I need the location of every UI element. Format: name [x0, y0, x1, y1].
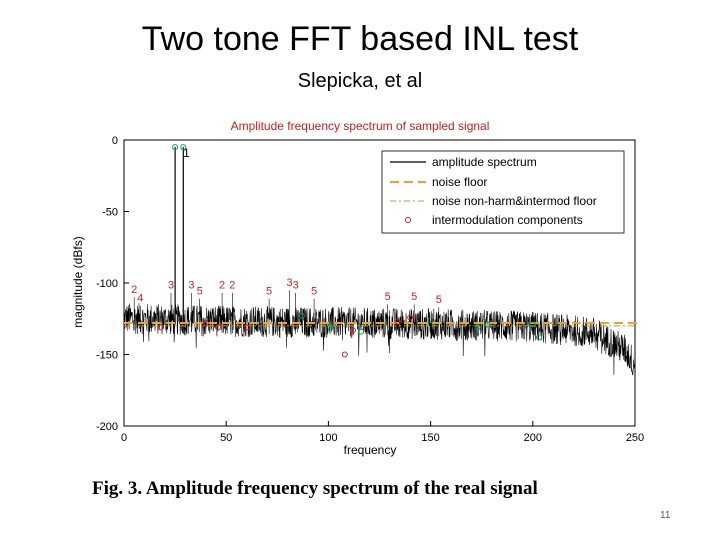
intermod-marker: [327, 324, 334, 331]
intermod-marker: [157, 324, 164, 331]
y-axis: 0 -50 -100 -150 -200: [96, 135, 129, 433]
spectrum-figure: Amplitude frequency spectrum of sampled …: [60, 112, 650, 460]
harmonic-label: 3: [287, 277, 293, 289]
intermod-marker: [474, 324, 481, 331]
x-tick-label: 200: [524, 432, 542, 444]
intermod-marker: [535, 334, 542, 341]
legend-swatch-intermod: [405, 217, 411, 223]
harmonic-annotations: 243 3 5 2 2 53 3 5 5 5 5: [131, 277, 442, 306]
x-tick-label: 150: [421, 432, 439, 444]
legend-label-noise-floor: noise floor: [432, 175, 487, 189]
harmonic-label: 5: [436, 294, 442, 306]
tone-label: 1: [183, 146, 190, 160]
intermod-marker: [427, 317, 434, 324]
harmonic-label: 5: [197, 285, 203, 297]
intermod-marker: [243, 324, 250, 331]
legend: amplitude spectrum noise floor noise non…: [381, 150, 625, 234]
y-tick-label: -200: [96, 421, 118, 433]
intermod-marker: [298, 312, 305, 319]
legend-label-spectrum: amplitude spectrum: [432, 155, 537, 169]
x-axis: 0 50 100 150 200 250: [121, 421, 644, 444]
x-tick-label: 50: [220, 432, 232, 444]
harmonic-label: 2: [219, 280, 225, 292]
harmonic-label: 2: [131, 284, 137, 296]
legend-label-nonharm-floor: noise non-harm&intermod floor: [432, 194, 597, 208]
intermod-marker: [394, 318, 401, 325]
y-tick-label: -100: [96, 278, 118, 290]
legend-box: [381, 150, 625, 234]
slide-subtitle: Slepicka, et al: [297, 70, 423, 92]
x-axis-label: frequency: [344, 443, 397, 457]
chart-title: Amplitude frequency spectrum of sampled …: [231, 119, 490, 133]
amplitude-spectrum-series: 1: [123, 144, 636, 376]
intermod-marker: [215, 324, 222, 331]
x-tick-label: 100: [319, 432, 337, 444]
legend-label-intermod: intermodulation components: [432, 213, 583, 227]
intermod-marker: [407, 314, 414, 321]
intermod-marker: [529, 321, 536, 328]
harmonic-label: 5: [266, 285, 272, 297]
tone-marker: [180, 144, 187, 151]
harmonic-label: 5: [385, 291, 391, 303]
harmonic-label: 3: [293, 280, 299, 292]
intermod-marker: [358, 328, 365, 335]
harmonic-label: 5: [411, 291, 417, 303]
spectrum-trace: [123, 290, 636, 376]
intermod-marker: [484, 321, 491, 328]
harmonic-label: 3: [188, 280, 194, 292]
intermodulation-markers: [157, 312, 542, 358]
y-axis-label: magnitude (dBfs): [71, 236, 85, 327]
figure-caption: Fig. 3. Amplitude frequency spectrum of …: [92, 478, 538, 499]
slide-number: 11: [660, 510, 671, 521]
harmonic-label: 3: [168, 280, 174, 292]
harmonic-label: 2: [229, 280, 235, 292]
harmonic-label: 4: [137, 293, 143, 305]
intermod-marker: [349, 327, 356, 334]
y-tick-label: -50: [102, 207, 118, 219]
slide-title: Two tone FFT based INL test: [141, 20, 579, 58]
x-tick-label: 250: [626, 432, 644, 444]
intermod-marker: [341, 351, 348, 358]
y-tick-label: -150: [96, 350, 118, 362]
tone-marker: [172, 144, 179, 151]
harmonic-label: 5: [311, 285, 317, 297]
intermod-marker: [202, 320, 209, 327]
x-tick-label: 0: [121, 432, 127, 444]
y-tick-label: 0: [112, 135, 118, 147]
